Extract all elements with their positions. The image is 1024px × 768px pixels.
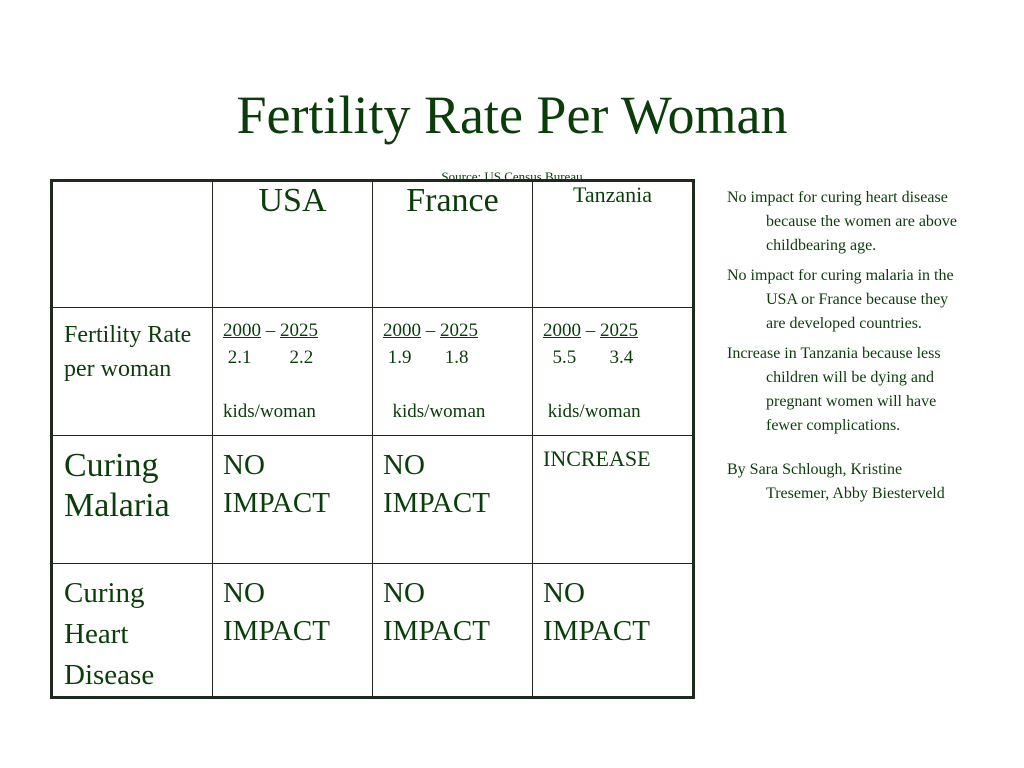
value-start: 1.9: [387, 347, 412, 368]
malaria-cell-france: NO IMPACT: [372, 435, 533, 564]
slide-title: Fertility Rate Per Woman: [236, 85, 788, 145]
note-heart-disease: No impact for curing heart disease becau…: [727, 189, 958, 254]
rate-block: 2000 – 2025 5.5 3.4 kids/woman: [533, 308, 692, 425]
year-dash: –: [425, 320, 436, 341]
year-start: 2000: [223, 320, 261, 341]
value-start: 5.5: [552, 347, 577, 368]
value-end: 2.2: [289, 347, 314, 368]
fertility-cell-usa: 2000 – 2025 2.1 2.2 kids/woman: [212, 307, 373, 436]
impact-text: INCREASE: [543, 446, 651, 471]
rate-block: 2000 – 2025 1.9 1.8 kids/woman: [373, 308, 532, 425]
fertility-cell-france: 2000 – 2025 1.9 1.8 kids/woman: [372, 307, 533, 436]
year-start: 2000: [383, 320, 421, 341]
row-label-text: Fertility Rate per woman: [64, 322, 192, 382]
row-label-text: Curing Malaria: [64, 447, 170, 524]
table-row-fertility: Fertility Rate per woman 2000 – 2025 2.1…: [51, 307, 694, 436]
row-label-fertility: Fertility Rate per woman: [51, 307, 213, 436]
year-dash: –: [585, 320, 596, 341]
notes-panel: No impact for curing heart disease becau…: [727, 186, 957, 512]
year-end: 2025: [600, 320, 638, 341]
value-start: 2.1: [227, 347, 252, 368]
row-label-text: Curing Heart Disease: [64, 577, 155, 691]
malaria-cell-usa: NO IMPACT: [212, 435, 373, 564]
authors-credit: By Sara Schlough, Kristine Tresemer, Abb…: [727, 461, 945, 502]
impact-text: NO IMPACT: [383, 577, 490, 647]
heart-cell-france: NO IMPACT: [372, 563, 533, 698]
year-end: 2025: [280, 320, 318, 341]
header-france: France: [372, 180, 533, 308]
header-empty-cell: [51, 180, 213, 308]
impact-text: NO IMPACT: [223, 449, 330, 519]
fertility-table: USA France Tanzania Fertility Rate per w…: [50, 179, 695, 699]
unit-label: kids/woman: [392, 401, 486, 422]
fertility-cell-tanzania: 2000 – 2025 5.5 3.4 kids/woman: [532, 307, 694, 436]
year-start: 2000: [543, 320, 581, 341]
impact-text: NO IMPACT: [383, 449, 490, 519]
row-label-heart-disease: Curing Heart Disease: [51, 563, 213, 698]
header-tanzania: Tanzania: [532, 180, 694, 308]
heart-cell-tanzania: NO IMPACT: [532, 563, 694, 698]
unit-label: kids/woman: [547, 401, 641, 422]
impact-text: NO IMPACT: [543, 577, 650, 647]
malaria-cell-tanzania: INCREASE: [532, 435, 694, 564]
header-usa: USA: [212, 180, 373, 308]
table-row-heart-disease: Curing Heart Disease NO IMPACT NO IMPACT…: [51, 563, 694, 698]
note-malaria: No impact for curing malaria in the USA …: [727, 267, 954, 332]
impact-text: NO IMPACT: [223, 577, 330, 647]
year-dash: –: [265, 320, 276, 341]
table-row-malaria: Curing Malaria NO IMPACT NO IMPACT INCRE…: [51, 435, 694, 564]
value-end: 3.4: [609, 347, 634, 368]
heart-cell-usa: NO IMPACT: [212, 563, 373, 698]
note-tanzania: Increase in Tanzania because less childr…: [727, 345, 941, 434]
table-header-row: USA France Tanzania: [51, 180, 694, 308]
rate-block: 2000 – 2025 2.1 2.2 kids/woman: [213, 308, 372, 425]
value-end: 1.8: [444, 347, 469, 368]
row-label-malaria: Curing Malaria: [51, 435, 213, 564]
year-end: 2025: [440, 320, 478, 341]
unit-label: kids/woman: [223, 401, 316, 422]
